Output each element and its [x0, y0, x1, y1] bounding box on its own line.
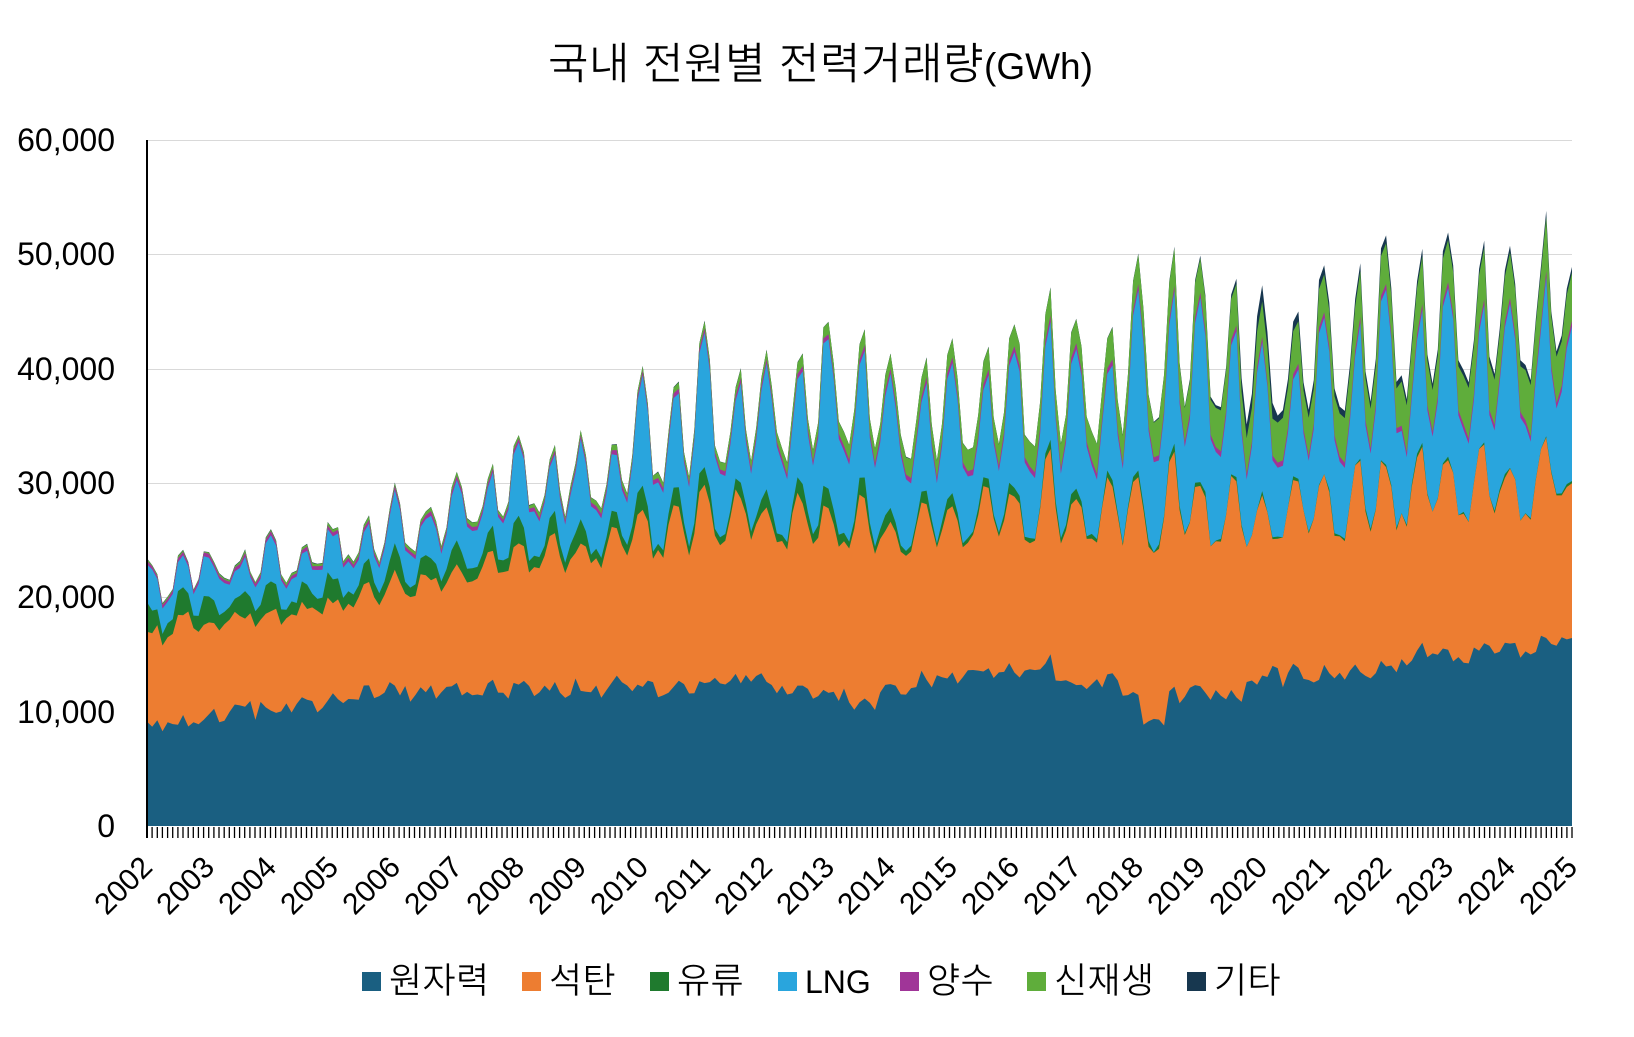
- svg-text:20,000: 20,000: [17, 579, 115, 615]
- svg-text:(GWh): (GWh): [984, 46, 1093, 87]
- svg-text:30,000: 30,000: [17, 465, 115, 501]
- svg-text:10,000: 10,000: [17, 694, 115, 730]
- svg-text:LNG: LNG: [805, 964, 871, 1000]
- svg-text:50,000: 50,000: [17, 236, 115, 272]
- svg-text:60,000: 60,000: [17, 122, 115, 158]
- svg-text:40,000: 40,000: [17, 351, 115, 387]
- svg-text:0: 0: [97, 808, 115, 844]
